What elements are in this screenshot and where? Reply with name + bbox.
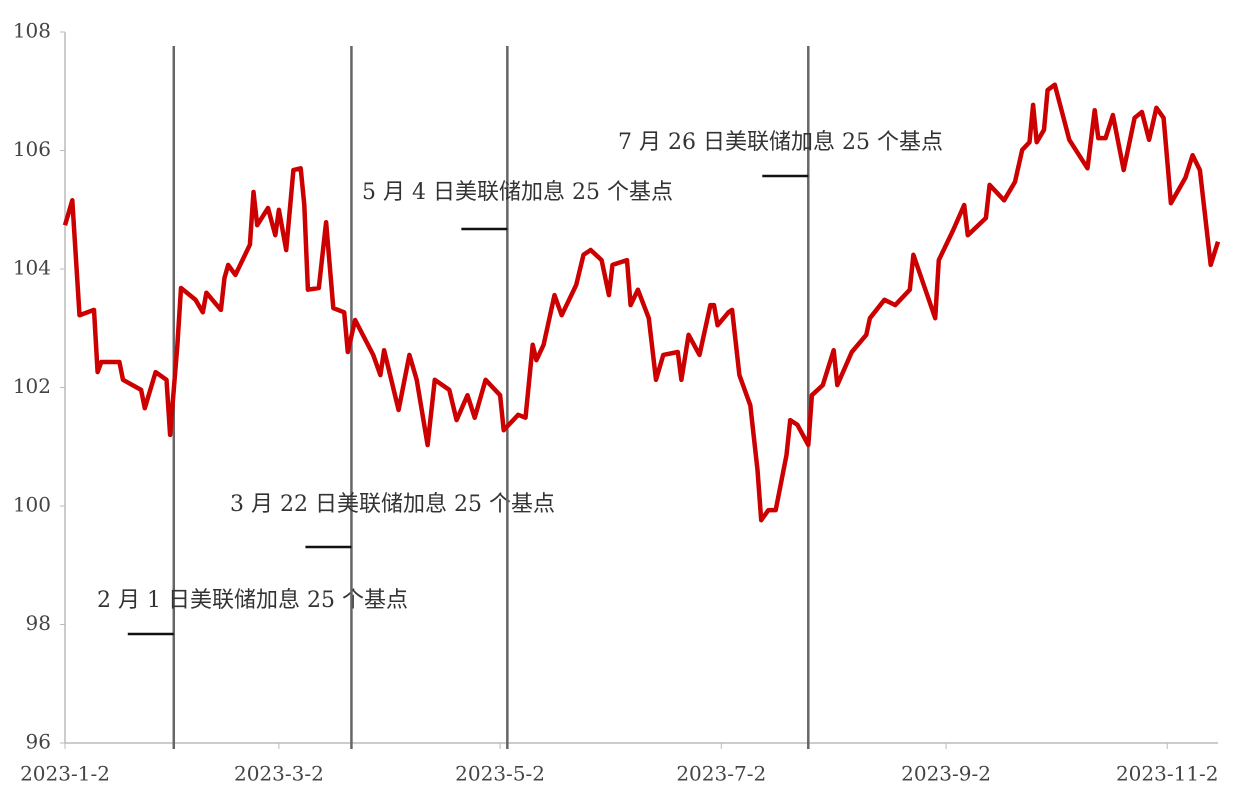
x-tick-label: 2023-3-2 [234, 762, 324, 786]
y-tick-label: 104 [13, 256, 51, 280]
x-tick-label: 2023-5-2 [455, 762, 545, 786]
annotation: 5 月 4 日美联储加息 25 个基点 [362, 180, 673, 205]
x-tick-label: 2023-9-2 [901, 762, 991, 786]
y-tick-label: 106 [13, 137, 51, 161]
y-tick-label: 100 [13, 493, 51, 517]
annotation: 7 月 26 日美联储加息 25 个基点 [618, 130, 943, 155]
y-tick-label: 108 [13, 19, 51, 43]
y-tick-label: 98 [26, 611, 51, 635]
annotation: 2 月 1 日美联储加息 25 个基点 [97, 588, 408, 613]
annotation: 3 月 22 日美联储加息 25 个基点 [230, 492, 555, 517]
y-tick-label: 96 [26, 730, 51, 754]
x-tick-label: 2023-7-2 [676, 762, 766, 786]
x-tick-label: 2023-11-2 [1116, 762, 1219, 786]
x-tick-label: 2023-1-2 [20, 762, 110, 786]
y-tick-label: 102 [13, 374, 51, 398]
series-line [62, 82, 1221, 523]
